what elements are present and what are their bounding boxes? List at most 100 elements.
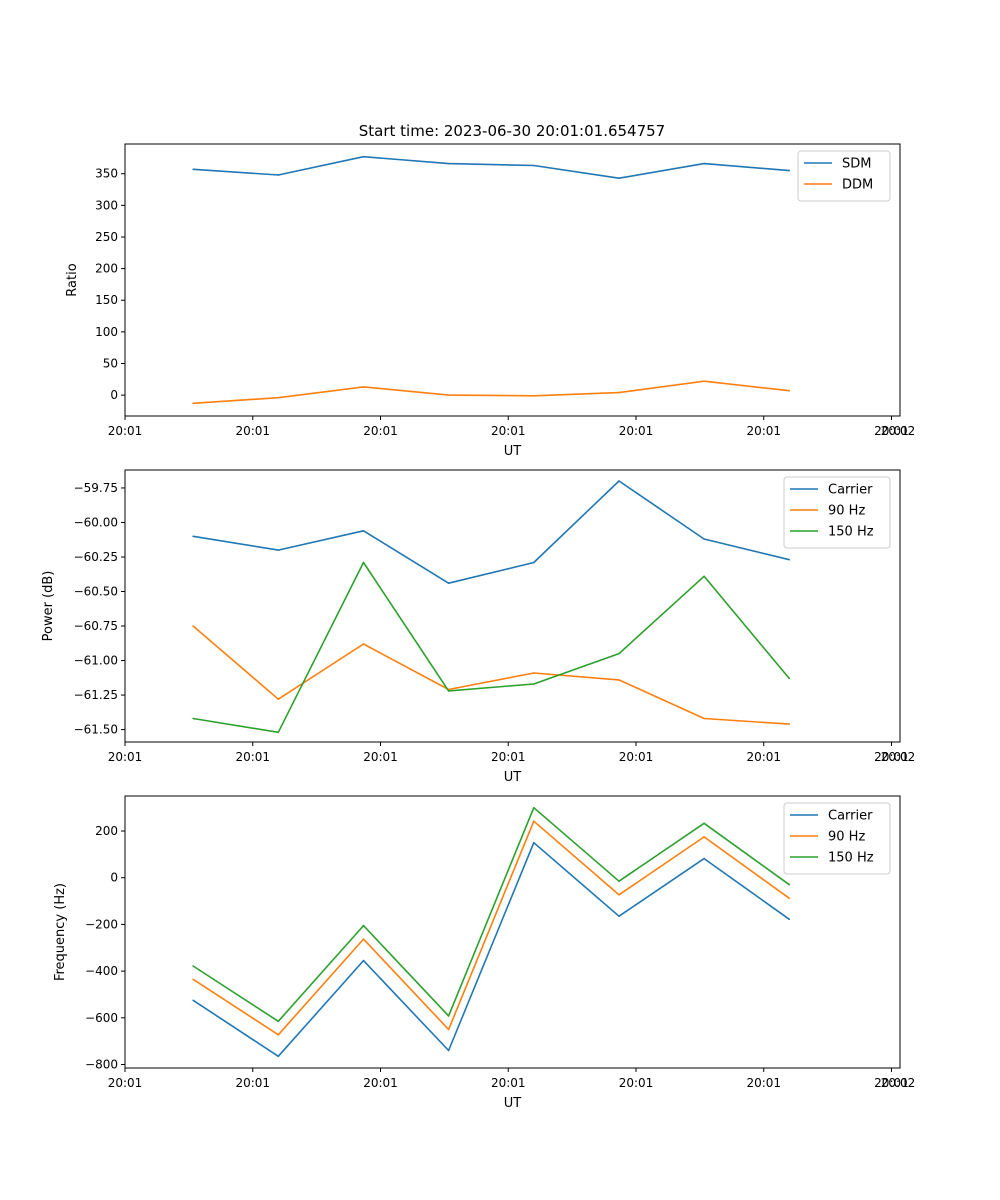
data-point	[362, 529, 365, 532]
y-tick-label: −59.75	[74, 481, 118, 495]
data-point	[788, 389, 791, 392]
series-line-sdm	[193, 155, 790, 179]
data-point	[618, 679, 620, 681]
x-tick-label: 20:01	[108, 424, 143, 438]
y-tick-label: 0	[110, 388, 118, 402]
data-point	[277, 549, 280, 551]
subplot-1: 20:01 20:01 20:01 20:01 20:01 20:01 20:0120:02…	[65, 143, 916, 459]
axes-frame	[124, 143, 901, 417]
data-point	[788, 558, 791, 561]
data-point	[703, 162, 705, 165]
legend-label: 90 Hz	[828, 830, 865, 845]
figure-title: Start time: 2023-06-30 20:01:01.654757	[359, 122, 665, 140]
x-axis-label: UT	[504, 770, 522, 785]
data-point	[447, 582, 450, 585]
data-point	[192, 978, 194, 981]
x-tick-label: 20:01	[235, 750, 270, 764]
data-point	[788, 677, 791, 680]
x-tick-label: 20:01	[874, 1076, 909, 1090]
data-point	[192, 402, 194, 405]
data-point	[618, 391, 620, 394]
data-point	[703, 717, 705, 720]
x-tick-label: 20:01	[108, 750, 143, 764]
y-tick-label: −61.25	[74, 688, 118, 702]
data-point	[277, 1020, 280, 1023]
y-tick-label: −60.50	[74, 585, 118, 599]
y-tick-label: 300	[95, 198, 118, 212]
x-axis-label: UT	[504, 444, 522, 459]
y-tick-label: −200	[85, 917, 118, 931]
x-tick-label: 20:01	[108, 1076, 143, 1090]
x-tick-label: 20:01	[363, 750, 398, 764]
series-line-150-hz	[192, 561, 790, 734]
subplot-3: 20:01 20:01 20:01 20:01 20:01 20:01 20:0120:02…	[53, 795, 915, 1111]
x-tick-label: 20:01	[491, 1076, 526, 1090]
legend-label: 90 Hz	[828, 504, 865, 519]
data-point	[703, 836, 705, 838]
data-point	[447, 394, 450, 396]
data-point	[277, 396, 280, 399]
y-tick-label: −600	[85, 1011, 118, 1025]
x-axis-label: UT	[504, 1096, 522, 1111]
legend-label: DDM	[842, 178, 873, 193]
data-point	[532, 672, 535, 674]
series-line-90-hz	[192, 625, 790, 725]
data-point	[703, 857, 705, 860]
data-point	[532, 683, 535, 685]
data-point	[447, 1015, 450, 1017]
y-tick-label: 200	[95, 262, 118, 276]
legend-label: SDM	[842, 157, 871, 172]
x-tick-label: 20:01	[491, 750, 526, 764]
data-point	[532, 394, 535, 397]
data-point	[447, 690, 450, 692]
x-tick-label: 20:01	[363, 1076, 398, 1090]
data-point	[618, 652, 620, 655]
x-tick-label: 20:01	[874, 424, 909, 438]
y-tick-label: 150	[95, 293, 118, 307]
data-point	[703, 822, 705, 825]
x-tick-label: 20:01	[235, 1076, 270, 1090]
data-point	[447, 1049, 450, 1052]
data-point	[192, 168, 194, 171]
data-point	[277, 1055, 280, 1058]
x-tick-label: 20:01	[746, 424, 781, 438]
data-point	[192, 965, 194, 967]
x-tick-label: 20:01	[619, 1076, 654, 1090]
data-point	[192, 625, 194, 627]
y-tick-label: 250	[95, 230, 118, 244]
x-tick-label: 20:01	[874, 750, 909, 764]
data-point	[277, 731, 280, 734]
data-point	[788, 169, 791, 172]
series-line-carrier	[192, 841, 790, 1058]
x-tick-label: 20:01	[619, 750, 654, 764]
data-point	[618, 177, 620, 179]
data-point	[532, 820, 535, 823]
data-point	[362, 959, 365, 962]
y-tick-label: −60.75	[74, 619, 118, 633]
legend-label: Carrier	[828, 809, 873, 824]
data-point	[532, 164, 535, 167]
x-tick-label: 20:01	[491, 424, 526, 438]
x-tick-label: 20:02	[881, 424, 916, 438]
series-line-150-hz	[192, 806, 790, 1023]
x-tick-label: 20:01	[619, 424, 654, 438]
data-point	[362, 561, 365, 564]
data-point	[192, 535, 194, 538]
data-point	[788, 883, 791, 886]
y-tick-label: −800	[85, 1057, 118, 1071]
data-point	[703, 575, 705, 578]
series-line-ddm	[193, 380, 790, 405]
data-point	[277, 174, 280, 176]
data-point	[788, 918, 791, 921]
x-tick-label: 20:01	[363, 424, 398, 438]
data-point	[618, 915, 620, 918]
series-line-carrier	[192, 480, 790, 585]
x-tick-label: 20:01	[235, 424, 270, 438]
data-point	[192, 717, 194, 720]
y-tick-label: −60.25	[74, 550, 118, 564]
data-point	[788, 897, 791, 900]
subplot-2: 20:01 20:01 20:01 20:01 20:01 20:01 20:0120:02…	[41, 469, 915, 785]
x-tick-label: 20:01	[746, 750, 781, 764]
y-axis-label: Power (dB)	[41, 571, 56, 642]
